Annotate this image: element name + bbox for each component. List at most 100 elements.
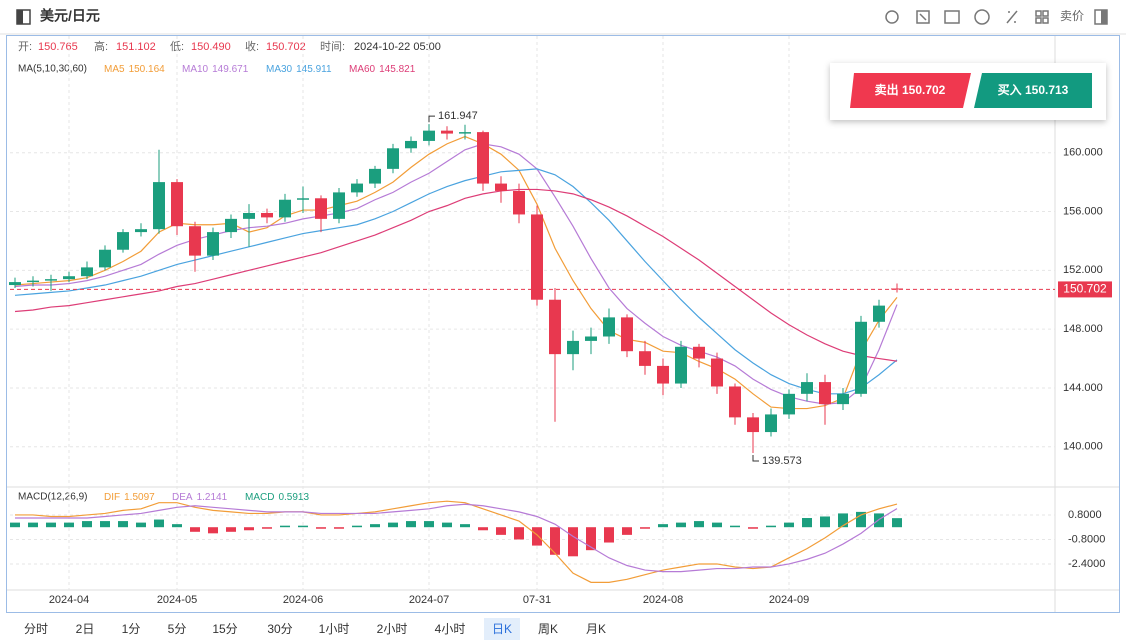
ma-line [14,143,898,405]
timeframe-option[interactable]: 周K [538,622,558,636]
info-value: 150.702 [266,41,306,53]
candle-body [387,148,399,169]
candle-body [657,365,669,384]
candle-body [765,414,777,433]
info-row: 开: 150.765 高: 151.102 低: 150.490 收: 150.702 时间: 2… [18,39,441,53]
macd-bar [316,527,326,529]
panel-icon-fill [1101,10,1107,24]
y-tick-label: 144.000 [1063,382,1103,394]
macd-bar [424,521,434,528]
macd-title: MACD(12,26,9) [18,492,87,503]
candle-body [261,212,273,218]
info-label: 收: [245,39,259,53]
ma-line [14,188,898,362]
macd-bar [712,522,722,528]
min-label: 139.573 [762,455,802,467]
candle-body [495,183,507,191]
macd-bar [694,521,704,528]
candle-body [873,305,885,322]
candle-body [45,279,57,281]
x-tick-label: 2024-08 [643,594,683,606]
percent-icon[interactable] [1006,10,1018,24]
candle-body [117,232,129,250]
draw-icon[interactable] [916,10,930,24]
macd-bar [568,527,578,557]
macd-bar [874,513,884,528]
ma-legend-value: 150.164 [129,64,166,75]
ma-legend-name: MA30 [266,64,293,75]
candle-body [639,351,651,366]
macd-bar [820,516,830,528]
candle-body [819,382,831,405]
sell-label: 卖出 150.702 [875,82,946,97]
candle-body [837,393,849,405]
macd-bar [604,527,614,543]
macd-bar [784,522,794,528]
y-tick-label: 160.000 [1063,147,1103,159]
macd-bar [10,522,20,528]
candle-body [603,317,615,337]
macd-bar [766,525,776,528]
y-tick-label: 148.000 [1063,323,1103,335]
macd-bar [46,522,56,528]
macd-bar [118,521,128,528]
timeframe-option[interactable]: 1小时 [319,622,350,636]
macd-legend-name: DIF [104,492,120,503]
macd-bar [514,527,524,540]
macd-bar [730,525,740,528]
timeframe-option[interactable]: 2日 [76,622,95,636]
timeframe-option[interactable]: 分时 [24,622,48,636]
timeframe-option[interactable]: 1分 [122,622,141,636]
candle-body [153,182,165,230]
macd-bar [838,513,848,528]
x-tick-label: 07-31 [523,594,551,606]
candle-body [801,382,813,394]
refresh-icon[interactable] [885,10,899,24]
timeframe-option[interactable]: 30分 [267,622,292,636]
macd-bar [64,522,74,528]
macd-bar [802,518,812,528]
layout-icon[interactable] [16,9,31,25]
timeframe-bar [0,613,1126,641]
candle-body [27,280,39,283]
timeframe-option[interactable]: 15分 [212,622,237,636]
timeframe-option[interactable]: 日K [492,622,512,636]
ma-legend: MA10149.671 [182,64,249,75]
ma-legend-name: MA60 [349,64,376,75]
info-value: 151.102 [116,41,156,53]
macd-bar [280,525,290,528]
candle-body [621,317,633,352]
price-mode[interactable]: 卖价 [1060,9,1084,23]
macd-bar [658,524,668,528]
instrument-title: 美元/日元 [40,8,100,24]
macd-line [15,500,898,583]
candle-body [243,212,255,219]
candle-body [81,267,93,277]
info-value: 2024-10-22 05:00 [354,41,441,53]
macd-bar [622,527,632,535]
candle-body [405,140,417,149]
indicator-icon[interactable] [944,10,960,24]
last-price-label: 150.702 [1063,282,1107,296]
macd-legend: DEA 1.2141 [172,492,228,503]
macd-bar [82,521,92,528]
pie-icon[interactable] [974,9,990,25]
macd-bar [352,525,362,528]
timeframe-option[interactable]: 月K [586,622,606,636]
macd-bar [640,527,650,529]
timeframe-option[interactable]: 4小时 [435,622,466,636]
macd-bar [532,527,542,546]
candle-body [225,218,237,233]
buy-button[interactable]: 买入 150.713 [974,73,1092,108]
info-label: 低: [170,40,184,53]
macd-legend-name: MACD [245,492,274,503]
x-tick-label: 2024-05 [157,594,197,606]
grid-icon[interactable] [1035,10,1049,24]
candle-body [9,282,21,286]
ma-legend-name: MA10 [182,64,209,75]
sell-button[interactable]: 卖出 150.702 [850,73,971,108]
timeframe-option[interactable]: 5分 [168,622,187,636]
timeframe-option[interactable]: 2小时 [377,622,408,636]
candle-body [783,393,795,415]
